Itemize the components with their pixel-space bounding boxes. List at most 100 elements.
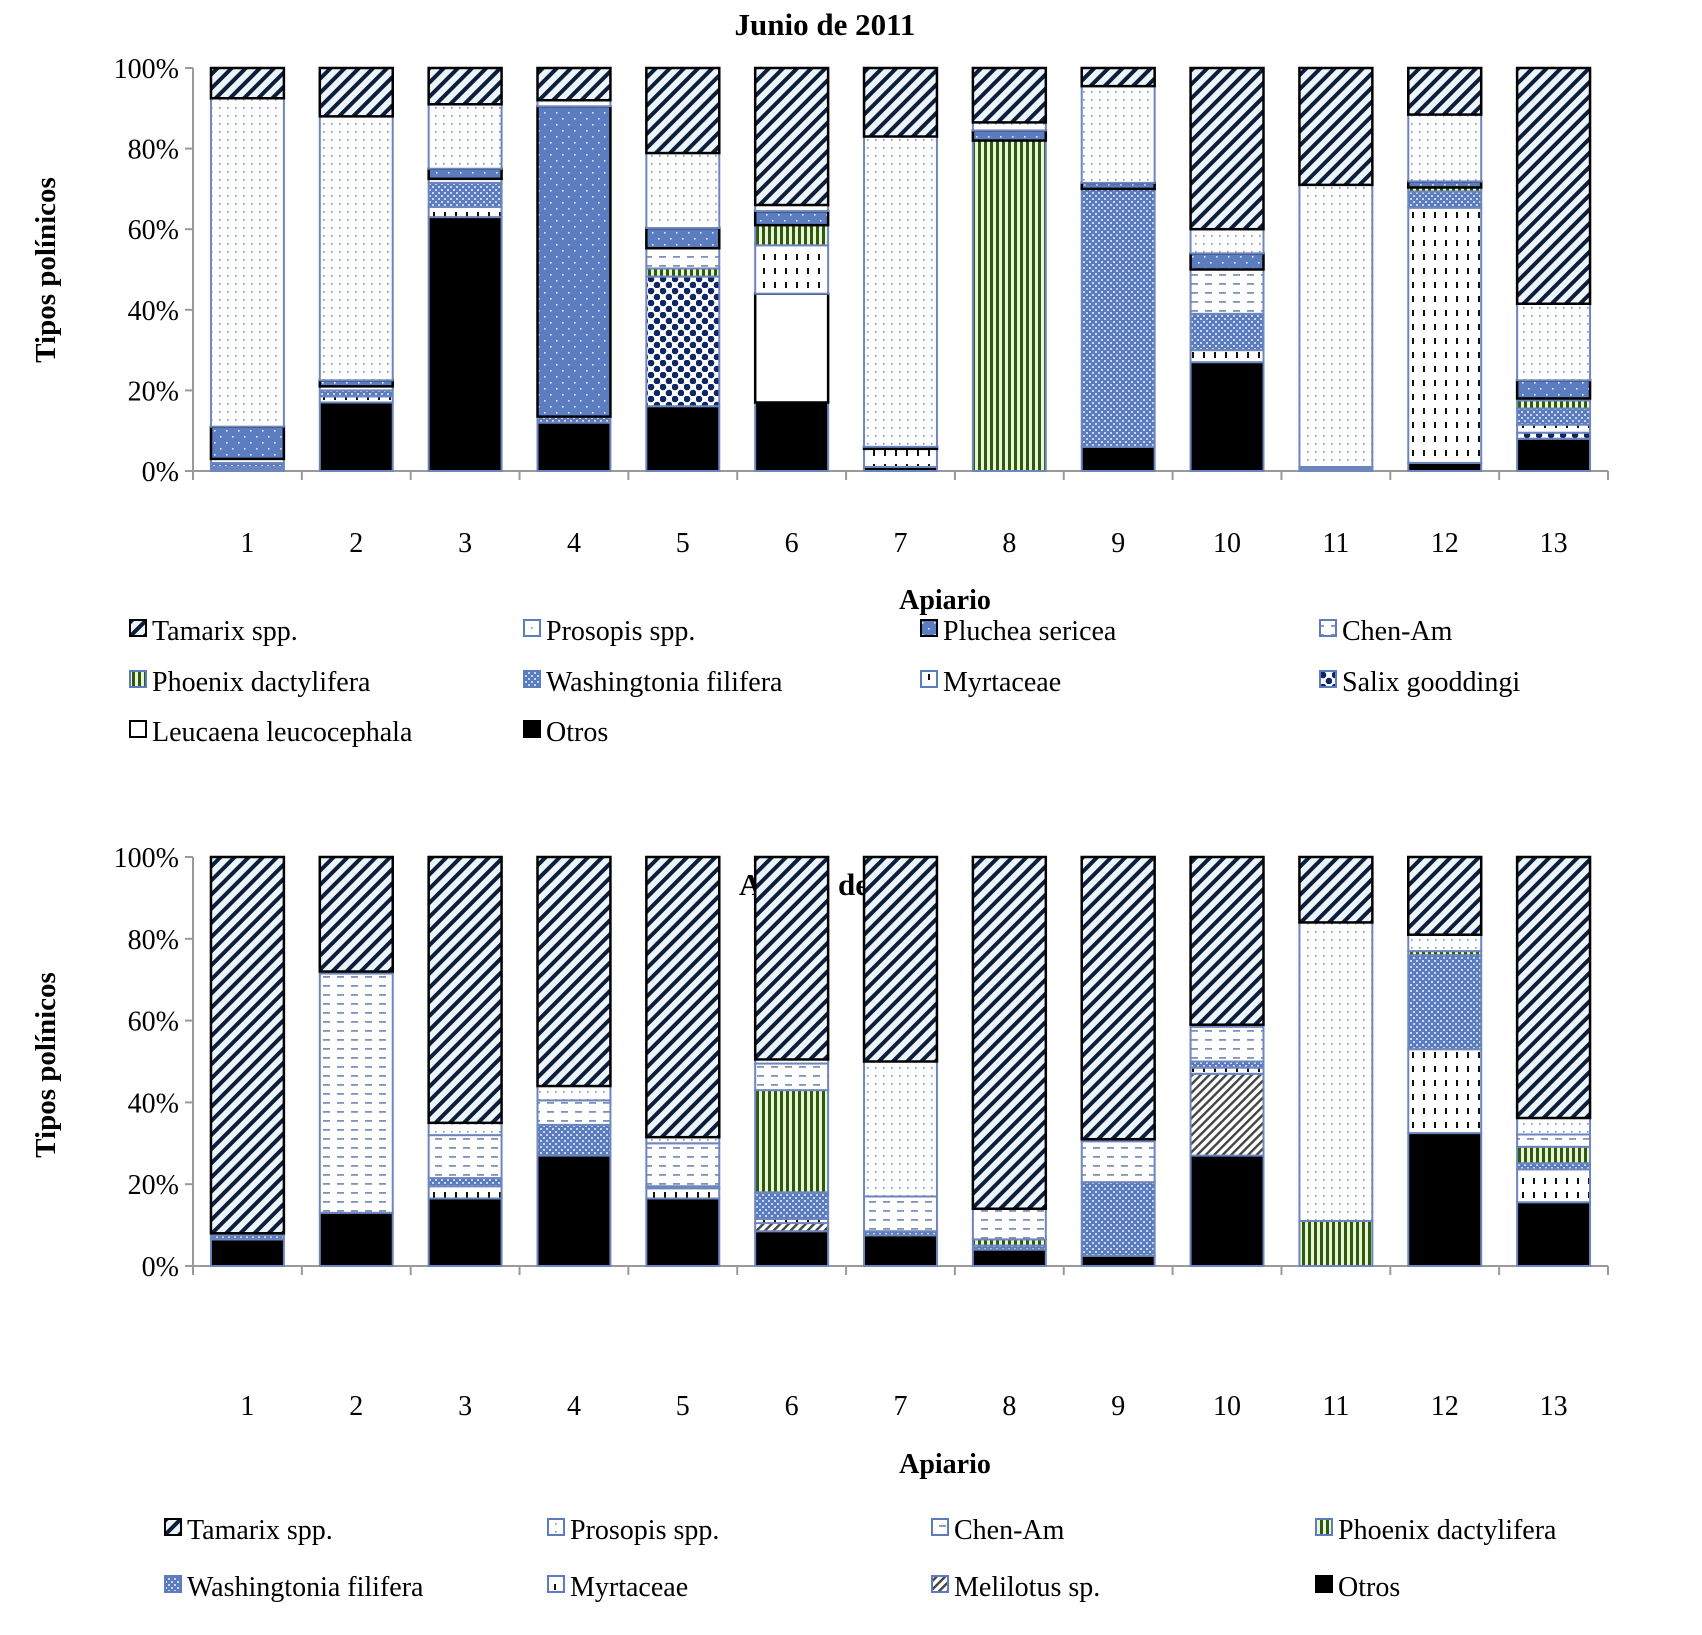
legend-item: Chen-Am <box>931 1515 1065 1546</box>
bar-segment-pluchea-sericea <box>209 425 286 461</box>
bar-segment-chen-am <box>536 1099 612 1126</box>
y-tick-label: 80% <box>128 135 179 166</box>
bar-segment-tamarix-spp <box>1189 66 1265 231</box>
legend-item: Leucaena leucocephala <box>129 717 413 748</box>
y-tick-label: 60% <box>128 215 179 246</box>
bar-stack-apiario-10 <box>1189 855 1265 1267</box>
bar-segment-otros <box>754 401 830 472</box>
bar-segment-tamarix-spp <box>645 66 721 155</box>
legend-swatch-icon <box>920 670 938 688</box>
bar-segment-prosopis-spp <box>1516 1117 1592 1136</box>
x-tick-label: 3 <box>458 528 472 559</box>
bar-segment-chen-am <box>427 1134 503 1180</box>
bar-segment-otros <box>318 401 394 472</box>
bar-stack-apiario-4 <box>536 855 612 1267</box>
legend-swatch-icon <box>129 619 147 637</box>
bar-segment-otros <box>1080 1254 1156 1268</box>
y-tick-label: 40% <box>128 1088 179 1119</box>
legend-swatch-icon <box>523 720 541 738</box>
chart-1: Junio de 2011 Tipos polínicos 0% 20% 40% 60% 8… <box>30 7 1609 748</box>
bar-segment-prosopis-spp <box>1189 228 1265 255</box>
y-tick-label: 0% <box>142 457 179 488</box>
legend-swatch-icon <box>931 1575 949 1593</box>
y-tick-label: 0% <box>142 1252 179 1283</box>
bar-segment-chen-am <box>1189 268 1265 315</box>
bar-stack-apiario-13 <box>1515 66 1592 473</box>
bar-segment-myrtaceae <box>427 206 503 219</box>
bar-segment-tamarix-spp <box>536 66 612 102</box>
legend-label: Tamarix spp. <box>152 616 298 647</box>
chart-title: Junio de 2011 <box>735 7 916 42</box>
bar-segment-prosopis-spp <box>863 135 938 448</box>
bar-segment-chen-am <box>318 972 394 1214</box>
legend-label: Chen-Am <box>954 1515 1065 1546</box>
bar-stack-apiario-6 <box>753 66 830 472</box>
bar-segment-chen-am <box>754 1062 830 1092</box>
bar-segment-prosopis-spp <box>1298 921 1374 1223</box>
bar-segment-prosopis-spp <box>1516 302 1592 382</box>
bar-segment-prosopis-spp <box>209 97 285 428</box>
legend-item: Phoenix dactylifera <box>1315 1515 1557 1546</box>
bar-segment-otros <box>863 1234 938 1267</box>
bar-stack-apiario-12 <box>1407 66 1483 473</box>
bar-segment-tamarix-spp <box>645 855 721 1139</box>
bar-segment-tamarix-spp <box>1515 855 1592 1120</box>
bar-stack-apiario-5 <box>645 855 721 1268</box>
bar-stack-apiario-3 <box>427 855 503 1268</box>
bar-segment-washingtonia-filifera <box>427 1177 503 1188</box>
bar-segment-tamarix-spp <box>427 855 503 1125</box>
bar-segment-tamarix-spp <box>536 855 612 1088</box>
x-tick-label: 10 <box>1213 1391 1241 1422</box>
bar-segment-pluchea-sericea <box>536 105 612 418</box>
bar-segment-washingtonia-filifera <box>1516 407 1592 426</box>
bar-segment-tamarix-spp <box>862 855 939 1063</box>
bar-segment-prosopis-spp <box>645 152 721 229</box>
bar-segment-tamarix-spp <box>318 855 394 973</box>
bar-stack-apiario-6 <box>753 855 830 1267</box>
bar-stack-apiario-5 <box>645 66 721 473</box>
bar-segment-chen-am <box>645 247 721 270</box>
bar-segment-phoenix-dactylifera <box>754 224 830 247</box>
bar-segment-tamarix-spp <box>1298 66 1374 187</box>
bar-stack-apiario-11 <box>1298 66 1374 472</box>
bar-segment-otros <box>209 1238 285 1268</box>
y-tick-label: 60% <box>128 1007 179 1038</box>
bar-segment-otros <box>1189 361 1265 472</box>
x-tick-label: 12 <box>1431 528 1459 559</box>
legend-item: Phoenix dactylifera <box>129 667 371 698</box>
bar-segment-pluchea-sericea <box>971 129 1048 142</box>
bar-segment-myrtaceae <box>427 1185 503 1200</box>
legend-item: Melilotus sp. <box>931 1572 1100 1603</box>
bar-segment-phoenix-dactylifera <box>971 139 1047 472</box>
x-tick-label: 13 <box>1540 528 1568 559</box>
bar-segment-prosopis-spp <box>1407 113 1483 183</box>
bar-stack-apiario-2 <box>318 855 394 1267</box>
bar-segment-prosopis-spp <box>427 1121 503 1137</box>
legend-swatch-icon <box>1315 1575 1333 1593</box>
y-tick-label: 80% <box>128 925 179 956</box>
y-tick-label: 100% <box>114 54 179 85</box>
legend-item: Washingtonia filifera <box>164 1572 424 1603</box>
x-tick-label: 2 <box>349 528 363 559</box>
bar-segment-pluchea-sericea <box>427 167 503 181</box>
bar-segment-pluchea-sericea <box>645 226 721 250</box>
bar-segment-chen-am <box>645 1142 721 1188</box>
x-tick-label: 4 <box>567 528 581 559</box>
legend-item: Tamarix spp. <box>164 1515 333 1546</box>
bar-segment-chen-am <box>971 1207 1047 1241</box>
bar-segment-myrtaceae <box>1516 1168 1592 1204</box>
bar-segment-tamarix-spp <box>753 66 830 207</box>
bar-segment-melilotus-sp <box>1189 1072 1265 1157</box>
x-axis-label: Apiario <box>899 585 991 616</box>
x-tick-label: 11 <box>1322 528 1349 559</box>
bar-segment-washingtonia-filifera <box>754 1191 830 1220</box>
bar-segment-chen-am <box>863 1195 938 1233</box>
bar-segment-phoenix-dactylifera <box>1516 399 1592 410</box>
bar-segment-otros <box>536 421 612 473</box>
bar-segment-leucaena-leucocephala <box>753 292 830 404</box>
bar-segment-prosopis-spp <box>427 103 503 170</box>
bar-stack-apiario-4 <box>536 66 612 473</box>
bar-stack-apiario-3 <box>427 66 503 472</box>
bar-segment-prosopis-spp <box>1298 183 1374 468</box>
